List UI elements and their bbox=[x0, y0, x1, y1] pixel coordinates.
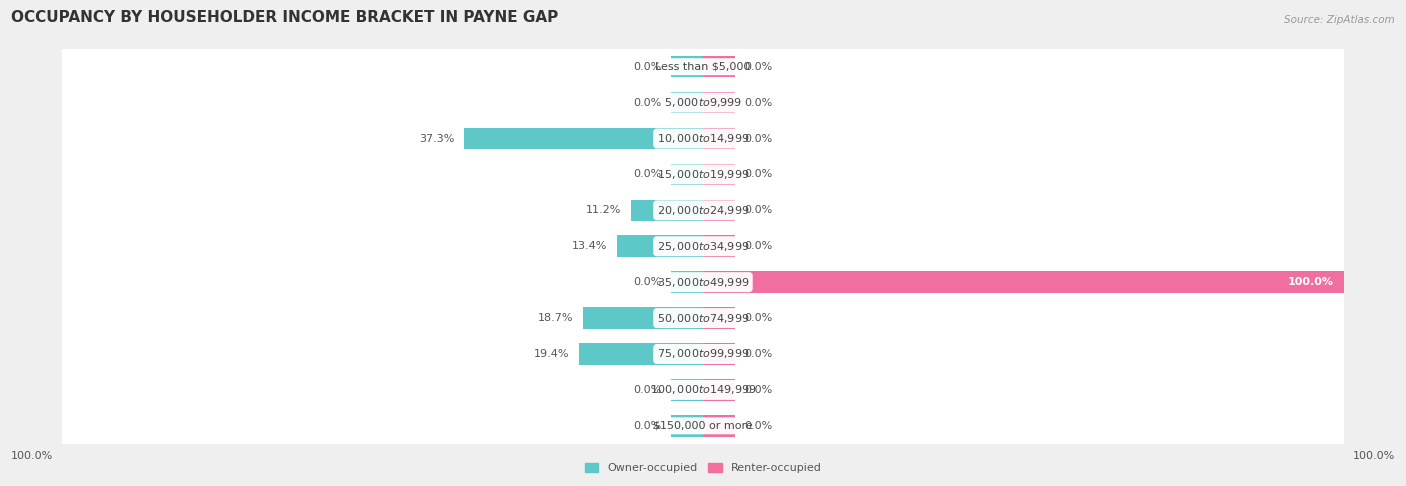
Bar bbox=[703, 307, 735, 329]
Text: OCCUPANCY BY HOUSEHOLDER INCOME BRACKET IN PAYNE GAP: OCCUPANCY BY HOUSEHOLDER INCOME BRACKET … bbox=[11, 10, 558, 25]
Bar bbox=[62, 372, 1344, 408]
Bar bbox=[62, 156, 1344, 192]
Text: 0.0%: 0.0% bbox=[745, 206, 773, 215]
Text: $50,000 to $74,999: $50,000 to $74,999 bbox=[657, 312, 749, 325]
Text: $100,000 to $149,999: $100,000 to $149,999 bbox=[650, 383, 756, 397]
Bar bbox=[62, 49, 1344, 85]
Text: 19.4%: 19.4% bbox=[534, 349, 569, 359]
Text: 0.0%: 0.0% bbox=[745, 241, 773, 251]
Bar bbox=[671, 56, 703, 77]
Text: $5,000 to $9,999: $5,000 to $9,999 bbox=[664, 96, 742, 109]
Text: 0.0%: 0.0% bbox=[745, 349, 773, 359]
Text: 0.0%: 0.0% bbox=[633, 170, 661, 179]
Text: $75,000 to $99,999: $75,000 to $99,999 bbox=[657, 347, 749, 361]
Bar bbox=[671, 164, 703, 185]
Bar bbox=[703, 128, 735, 149]
Text: 0.0%: 0.0% bbox=[745, 313, 773, 323]
Text: $150,000 or more: $150,000 or more bbox=[654, 421, 752, 431]
Bar bbox=[703, 379, 735, 400]
Text: $20,000 to $24,999: $20,000 to $24,999 bbox=[657, 204, 749, 217]
Text: 0.0%: 0.0% bbox=[633, 98, 661, 107]
Text: $15,000 to $19,999: $15,000 to $19,999 bbox=[657, 168, 749, 181]
Bar bbox=[464, 128, 703, 149]
Bar bbox=[62, 264, 1344, 300]
Bar bbox=[703, 56, 735, 77]
Bar bbox=[617, 236, 703, 257]
Text: 0.0%: 0.0% bbox=[633, 385, 661, 395]
Bar bbox=[671, 379, 703, 400]
Bar bbox=[62, 192, 1344, 228]
Text: 37.3%: 37.3% bbox=[419, 134, 454, 143]
Text: 0.0%: 0.0% bbox=[745, 385, 773, 395]
Bar bbox=[631, 200, 703, 221]
Bar bbox=[703, 271, 1344, 293]
Text: $10,000 to $14,999: $10,000 to $14,999 bbox=[657, 132, 749, 145]
Text: 0.0%: 0.0% bbox=[633, 62, 661, 72]
Bar bbox=[671, 92, 703, 113]
Text: 18.7%: 18.7% bbox=[538, 313, 574, 323]
Bar bbox=[671, 271, 703, 293]
Bar bbox=[703, 92, 735, 113]
Bar bbox=[703, 164, 735, 185]
Bar bbox=[703, 200, 735, 221]
Legend: Owner-occupied, Renter-occupied: Owner-occupied, Renter-occupied bbox=[581, 458, 825, 478]
Text: 100.0%: 100.0% bbox=[1288, 277, 1334, 287]
Text: 0.0%: 0.0% bbox=[745, 98, 773, 107]
Text: 0.0%: 0.0% bbox=[745, 134, 773, 143]
Text: $35,000 to $49,999: $35,000 to $49,999 bbox=[657, 276, 749, 289]
Bar bbox=[62, 121, 1344, 156]
Text: 13.4%: 13.4% bbox=[572, 241, 607, 251]
Bar bbox=[62, 300, 1344, 336]
Text: 100.0%: 100.0% bbox=[1353, 451, 1395, 461]
Bar bbox=[62, 336, 1344, 372]
Text: 0.0%: 0.0% bbox=[745, 62, 773, 72]
Bar bbox=[583, 307, 703, 329]
Bar bbox=[62, 408, 1344, 444]
Text: 0.0%: 0.0% bbox=[633, 421, 661, 431]
Text: Less than $5,000: Less than $5,000 bbox=[655, 62, 751, 72]
Bar bbox=[703, 415, 735, 436]
Text: Source: ZipAtlas.com: Source: ZipAtlas.com bbox=[1284, 16, 1395, 25]
Bar bbox=[62, 85, 1344, 121]
Text: 0.0%: 0.0% bbox=[745, 421, 773, 431]
Text: 11.2%: 11.2% bbox=[586, 206, 621, 215]
Text: $25,000 to $34,999: $25,000 to $34,999 bbox=[657, 240, 749, 253]
Text: 0.0%: 0.0% bbox=[633, 277, 661, 287]
Bar bbox=[62, 228, 1344, 264]
Text: 0.0%: 0.0% bbox=[745, 170, 773, 179]
Bar bbox=[703, 236, 735, 257]
Bar bbox=[579, 343, 703, 365]
Bar bbox=[671, 415, 703, 436]
Text: 100.0%: 100.0% bbox=[11, 451, 53, 461]
Bar bbox=[703, 343, 735, 365]
